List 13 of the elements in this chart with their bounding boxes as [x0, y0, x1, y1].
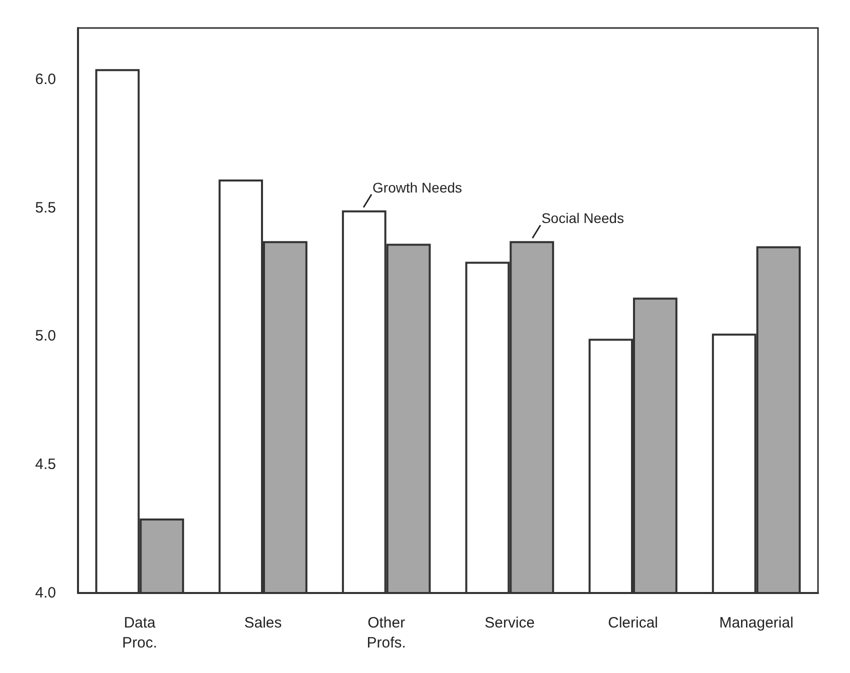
y-tick-label: 5.5 — [35, 199, 56, 216]
y-tick-label: 4.5 — [35, 456, 56, 474]
x-tick-label: Managerial — [719, 614, 794, 632]
y-tick-label: 5.0 — [35, 328, 56, 345]
annotation: Social Needs — [541, 210, 624, 226]
x-tick-label: Other Profs. — [366, 614, 406, 652]
y-tick-label: 4.0 — [35, 584, 56, 602]
x-tick-label: Sales — [244, 614, 282, 632]
annotation: Growth Needs — [372, 179, 462, 196]
x-tick-label: Clerical — [608, 614, 658, 632]
y-tick-label: 6.0 — [35, 70, 56, 88]
x-tick-label: Data Proc. — [122, 614, 158, 652]
x-tick-label: Service — [484, 614, 535, 632]
